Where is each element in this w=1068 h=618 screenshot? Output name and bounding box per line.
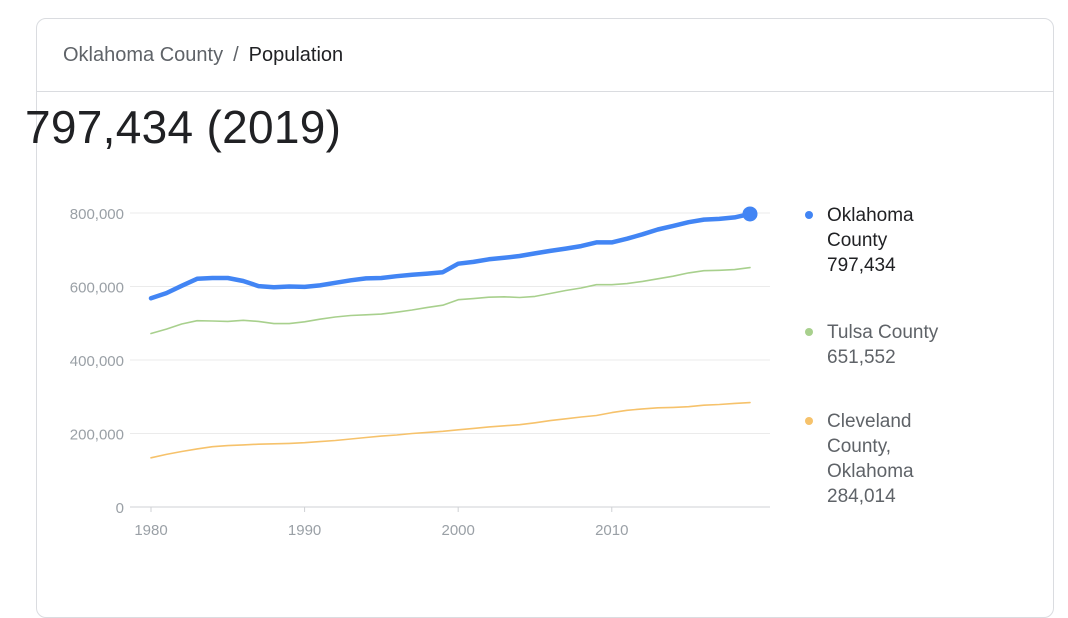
- y-tick-label: 600,000: [70, 280, 124, 297]
- population-line-chart: 0 200,000 400,000 600,000 800,000 1980 1990 200…: [70, 206, 770, 539]
- legend-label-line: 797,434: [827, 255, 896, 276]
- legend-label: Oklahoma County 797,434: [827, 203, 985, 278]
- series-line-oklahoma-county: [148, 211, 753, 301]
- legend-label-line: County,: [827, 436, 892, 457]
- breadcrumb-separator: /: [233, 43, 239, 66]
- x-tick-label: 1980: [134, 522, 167, 539]
- legend-label-line: 284,014: [827, 486, 896, 507]
- breadcrumb: Oklahoma County / Population: [37, 19, 1053, 92]
- y-tick-label: 0: [116, 500, 124, 517]
- legend-item[interactable]: Tulsa County 651,552: [805, 320, 985, 370]
- legend-dot-icon: [805, 211, 813, 219]
- legend-dot-icon: [805, 328, 813, 336]
- legend-label-line: Tulsa County: [827, 322, 939, 343]
- legend-label-line: Oklahoma: [827, 461, 914, 482]
- population-card: Oklahoma County / Population: [36, 18, 1054, 618]
- x-tick-label: 2000: [441, 522, 474, 539]
- breadcrumb-parent-link[interactable]: Oklahoma County: [63, 43, 224, 66]
- legend-label-line: Oklahoma: [827, 205, 914, 226]
- x-tick-label: 1990: [288, 522, 321, 539]
- legend-label: Tulsa County 651,552: [827, 320, 985, 370]
- series-endpoint-marker: [742, 206, 758, 222]
- population-headline: 797,434 (2019): [25, 101, 342, 153]
- y-tick-label: 800,000: [70, 206, 124, 223]
- y-tick-label: 400,000: [70, 353, 124, 370]
- legend-item[interactable]: Oklahoma County 797,434: [805, 203, 985, 278]
- y-tick-label: 200,000: [70, 427, 124, 444]
- legend-dot-icon: [805, 417, 813, 425]
- legend-label: Cleveland County, Oklahoma 284,014: [827, 409, 985, 509]
- x-tick-label: 2010: [595, 522, 628, 539]
- legend-label-line: Cleveland: [827, 411, 912, 432]
- legend-label-line: County: [827, 230, 888, 251]
- series-line-tulsa-county: [150, 266, 751, 335]
- legend-item[interactable]: Cleveland County, Oklahoma 284,014: [805, 409, 985, 509]
- series-line-cleveland-county-oklahoma: [150, 401, 751, 459]
- breadcrumb-current: Population: [248, 43, 344, 66]
- legend-label-line: 651,552: [827, 347, 896, 368]
